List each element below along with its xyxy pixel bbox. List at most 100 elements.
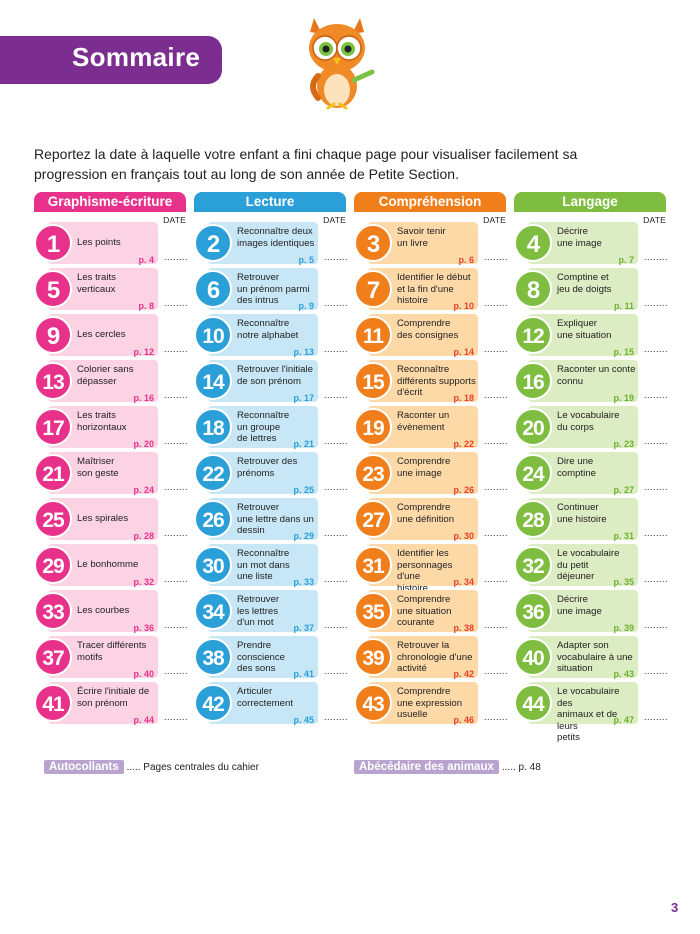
date-blank[interactable]: ........: [484, 252, 509, 262]
date-blank[interactable]: ........: [324, 390, 349, 400]
date-blank[interactable]: ........: [644, 620, 669, 630]
date-blank[interactable]: ........: [324, 528, 349, 538]
lesson-number: 7: [354, 270, 392, 308]
date-blank[interactable]: ........: [164, 344, 189, 354]
lesson-label: Le vocabulaire des animaux et de leurs pet…: [557, 686, 637, 744]
date-blank[interactable]: ........: [484, 528, 509, 538]
column-header: Lecture: [194, 192, 346, 212]
lesson-label-line: déjeuner: [557, 571, 595, 582]
stickers-note: Autocollants..... Pages centrales du cah…: [44, 760, 259, 774]
lesson-number: 11: [354, 316, 392, 354]
lesson-label-line: images identiques: [237, 237, 315, 249]
date-blank[interactable]: ........: [484, 436, 509, 446]
lesson-item: 10 Reconnaître notre alphabet p. 13........: [194, 314, 349, 360]
date-blank[interactable]: ........: [644, 666, 669, 676]
date-blank[interactable]: ........: [324, 436, 349, 446]
lesson-label: Reconnaître un groupe de lettres: [237, 410, 317, 445]
lesson-number: 42: [194, 684, 232, 722]
date-blank[interactable]: ........: [324, 482, 349, 492]
date-blank[interactable]: ........: [324, 574, 349, 584]
date-blank[interactable]: ........: [164, 252, 189, 262]
lesson-label-line: comptine: [557, 467, 596, 479]
lesson-page: p. 35: [613, 577, 634, 587]
alphabet-tag: Abécédaire des animaux: [354, 760, 499, 774]
date-blank[interactable]: ........: [164, 482, 189, 492]
date-blank[interactable]: ........: [484, 712, 509, 722]
lesson-label: Identifier les personnages d'une histoire: [397, 548, 477, 594]
lesson-page: p. 8: [138, 301, 154, 311]
lesson-item: 18 Reconnaître un groupe de lettres p. 21...…: [194, 406, 349, 452]
lesson-number: 16: [514, 362, 552, 400]
date-blank[interactable]: ........: [324, 666, 349, 676]
page-title: Sommaire: [72, 42, 201, 72]
date-blank[interactable]: ........: [324, 712, 349, 722]
lesson-item: 35 Comprendre une situation courante p. 38..…: [354, 590, 509, 636]
lesson-label: Les cercles: [77, 329, 157, 341]
lesson-number: 19: [354, 408, 392, 446]
lesson-label: Retrouver un prénom parmi des intrus: [237, 272, 317, 307]
lesson-label-line: Tracer différents: [77, 640, 147, 651]
lesson-item: 34 Retrouver les lettres d'un mot p. 37.....…: [194, 590, 349, 636]
date-blank[interactable]: ........: [484, 390, 509, 400]
lesson-number: 22: [194, 454, 232, 492]
date-blank[interactable]: ........: [644, 712, 669, 722]
lesson-label: Retrouver l'initiale de son prénom: [237, 364, 317, 387]
lesson-page: p. 19: [613, 393, 634, 403]
lesson-item: 19 Raconter un évènement p. 22........: [354, 406, 509, 452]
date-blank[interactable]: ........: [164, 436, 189, 446]
date-blank[interactable]: ........: [484, 482, 509, 492]
date-blank[interactable]: ........: [164, 390, 189, 400]
date-blank[interactable]: ........: [164, 574, 189, 584]
date-blank[interactable]: ........: [484, 620, 509, 630]
lesson-label-line: différents supports: [397, 375, 476, 387]
lesson-list: 4 Décrire une image p. 7........ 8 Comptine e…: [514, 222, 669, 743]
date-blank[interactable]: ........: [164, 528, 189, 538]
lesson-page: p. 20: [133, 439, 154, 449]
lesson-number: 20: [514, 408, 552, 446]
date-blank[interactable]: ........: [644, 298, 669, 308]
lesson-page: p. 21: [293, 439, 314, 449]
lesson-label-line: les lettres: [237, 605, 279, 617]
lesson-label-line: son prénom: [77, 697, 128, 709]
lesson-page: p. 4: [138, 255, 154, 265]
lesson-number: 21: [34, 454, 72, 492]
date-blank[interactable]: ........: [324, 298, 349, 308]
date-blank[interactable]: ........: [164, 298, 189, 308]
date-blank[interactable]: ........: [164, 620, 189, 630]
lesson-number: 44: [514, 684, 552, 722]
date-blank[interactable]: ........: [484, 344, 509, 354]
date-blank[interactable]: ........: [644, 528, 669, 538]
lesson-label-line: Reconnaître deux: [237, 226, 313, 237]
date-blank[interactable]: ........: [644, 574, 669, 584]
date-blank[interactable]: ........: [324, 620, 349, 630]
lesson-page: p. 36: [133, 623, 154, 633]
lesson-label-line: Identifier les: [397, 548, 449, 559]
lesson-label-line: une expression: [397, 697, 463, 709]
lesson-page: p. 10: [453, 301, 474, 311]
lesson-page: p. 46: [453, 715, 474, 725]
lesson-item: 16 Raconter un conte connu p. 19........: [514, 360, 669, 406]
lesson-item: 7 Identifier le début et la fin d'une histo…: [354, 268, 509, 314]
lesson-label-line: Comprendre: [397, 318, 451, 329]
lesson-label: Reconnaître différents supports d'écrit: [397, 364, 477, 399]
date-blank[interactable]: ........: [484, 298, 509, 308]
date-blank[interactable]: ........: [324, 344, 349, 354]
date-blank[interactable]: ........: [644, 436, 669, 446]
lesson-label-line: de son prénom: [237, 375, 301, 387]
date-blank[interactable]: ........: [644, 482, 669, 492]
date-blank[interactable]: ........: [484, 574, 509, 584]
date-blank[interactable]: ........: [644, 252, 669, 262]
lesson-label: Identifier le début et la fin d'une histoi…: [397, 272, 477, 307]
date-blank[interactable]: ........: [164, 666, 189, 676]
date-blank[interactable]: ........: [644, 344, 669, 354]
lesson-label-line: Les points: [77, 237, 121, 248]
date-blank[interactable]: ........: [644, 390, 669, 400]
lesson-number: 32: [514, 546, 552, 584]
lesson-number: 26: [194, 500, 232, 538]
date-blank[interactable]: ........: [164, 712, 189, 722]
page-number: 3: [671, 900, 679, 915]
date-blank[interactable]: ........: [484, 666, 509, 676]
lesson-number: 35: [354, 592, 392, 630]
date-blank[interactable]: ........: [324, 252, 349, 262]
lesson-item: 5 Les traits verticaux p. 8........: [34, 268, 189, 314]
